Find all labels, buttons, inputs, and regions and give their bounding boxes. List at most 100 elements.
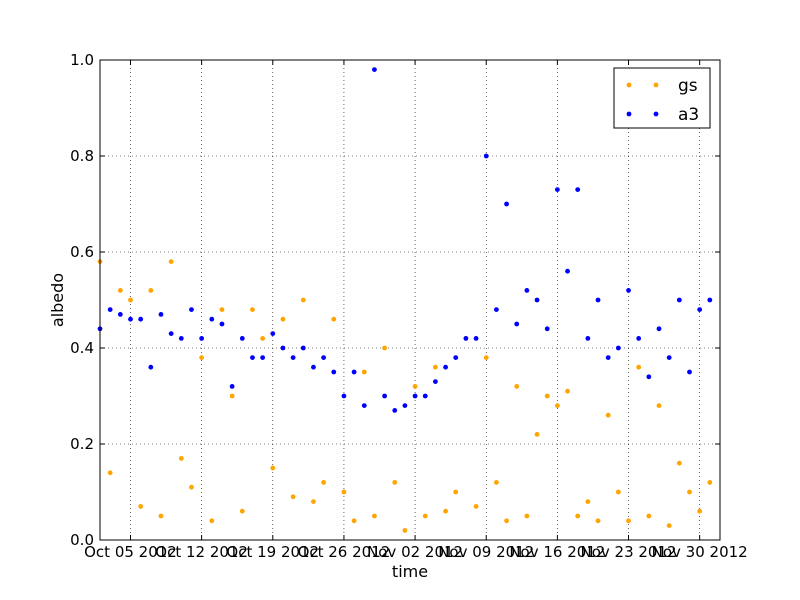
point-a3 bbox=[189, 307, 194, 312]
point-a3 bbox=[636, 336, 642, 341]
point-gs bbox=[626, 518, 631, 524]
legend-label-gs: gs bbox=[678, 76, 698, 96]
point-a3 bbox=[585, 336, 591, 341]
point-a3 bbox=[178, 336, 184, 341]
point-a3 bbox=[361, 403, 367, 408]
point-gs bbox=[544, 393, 550, 399]
plot-frame bbox=[99, 59, 721, 541]
point-gs bbox=[575, 513, 581, 519]
point-gs bbox=[524, 513, 530, 519]
point-a3 bbox=[473, 336, 479, 341]
legend-marker-gs bbox=[653, 82, 659, 88]
point-a3 bbox=[524, 288, 530, 293]
legend-marker-gs bbox=[626, 82, 632, 88]
point-a3 bbox=[117, 312, 123, 317]
point-gs bbox=[219, 307, 225, 312]
point-gs bbox=[483, 355, 489, 360]
point-a3 bbox=[148, 364, 154, 370]
y-tick-label: 0.2 bbox=[70, 435, 94, 453]
x-tick-label: Nov 09 2012 bbox=[438, 543, 534, 561]
point-a3 bbox=[554, 187, 560, 193]
point-a3 bbox=[666, 355, 672, 360]
point-a3 bbox=[514, 321, 520, 327]
point-gs bbox=[443, 508, 448, 514]
point-a3 bbox=[707, 297, 713, 303]
point-gs bbox=[382, 345, 387, 351]
point-a3 bbox=[453, 355, 459, 360]
point-gs bbox=[402, 528, 408, 533]
point-gs bbox=[128, 297, 133, 303]
point-gs bbox=[707, 480, 713, 485]
x-tick-label: Oct 12 2012 bbox=[155, 543, 248, 561]
point-gs bbox=[209, 518, 215, 524]
point-gs bbox=[250, 307, 255, 312]
point-a3 bbox=[321, 355, 327, 360]
point-a3 bbox=[250, 355, 255, 360]
point-gs bbox=[646, 513, 652, 519]
point-a3 bbox=[493, 307, 499, 312]
point-gs bbox=[504, 518, 509, 524]
point-gs bbox=[697, 508, 703, 514]
point-gs bbox=[199, 355, 205, 360]
point-a3 bbox=[300, 345, 306, 351]
point-a3 bbox=[463, 336, 469, 341]
point-a3 bbox=[443, 364, 448, 370]
point-a3 bbox=[483, 153, 489, 159]
point-a3 bbox=[260, 355, 266, 360]
x-tick-label: Oct 26 2012 bbox=[298, 543, 391, 561]
point-a3 bbox=[504, 201, 509, 207]
point-a3 bbox=[138, 316, 144, 322]
y-tick-label: 0.0 bbox=[70, 531, 94, 549]
x-tick-label: Nov 30 2012 bbox=[652, 543, 748, 561]
point-a3 bbox=[158, 312, 164, 317]
point-gs bbox=[138, 504, 144, 509]
point-gs bbox=[361, 369, 367, 375]
legend-label-a3: a3 bbox=[678, 105, 699, 125]
x-tick-label: Nov 16 2012 bbox=[509, 543, 605, 561]
point-gs bbox=[554, 403, 560, 408]
legend-marker-a3 bbox=[653, 111, 659, 117]
point-gs bbox=[615, 489, 621, 495]
point-a3 bbox=[280, 345, 286, 351]
y-tick-label: 1.0 bbox=[70, 51, 94, 69]
point-a3 bbox=[422, 393, 428, 399]
point-a3 bbox=[290, 355, 296, 360]
point-a3 bbox=[595, 297, 601, 303]
point-gs bbox=[158, 513, 164, 519]
point-gs bbox=[229, 393, 235, 399]
point-a3 bbox=[544, 326, 550, 332]
point-gs bbox=[331, 316, 337, 322]
legend-marker-a3 bbox=[626, 111, 632, 117]
point-gs bbox=[636, 364, 642, 370]
point-gs bbox=[168, 259, 174, 264]
point-a3 bbox=[615, 345, 621, 351]
point-gs bbox=[676, 460, 682, 466]
point-a3 bbox=[168, 331, 174, 336]
point-gs bbox=[433, 364, 438, 370]
point-gs bbox=[453, 489, 459, 495]
y-tick-label: 0.4 bbox=[70, 339, 94, 357]
legend-frame bbox=[613, 67, 711, 129]
point-a3 bbox=[565, 268, 570, 274]
point-a3 bbox=[372, 67, 377, 72]
x-tick-label: Oct 05 2012 bbox=[84, 543, 177, 561]
point-gs bbox=[280, 316, 286, 322]
point-gs bbox=[422, 513, 428, 519]
point-a3 bbox=[270, 331, 276, 336]
point-a3 bbox=[107, 307, 113, 312]
point-a3 bbox=[239, 336, 245, 341]
point-a3 bbox=[382, 393, 387, 399]
point-gs bbox=[534, 432, 540, 437]
point-gs bbox=[290, 494, 296, 500]
point-gs bbox=[473, 504, 479, 509]
point-gs bbox=[117, 288, 123, 293]
point-gs bbox=[605, 412, 611, 418]
point-gs bbox=[300, 297, 306, 303]
point-a3 bbox=[534, 297, 540, 303]
point-a3 bbox=[626, 288, 631, 293]
point-gs bbox=[514, 384, 520, 389]
point-gs bbox=[687, 489, 692, 495]
point-a3 bbox=[209, 316, 215, 322]
point-a3 bbox=[392, 408, 398, 413]
